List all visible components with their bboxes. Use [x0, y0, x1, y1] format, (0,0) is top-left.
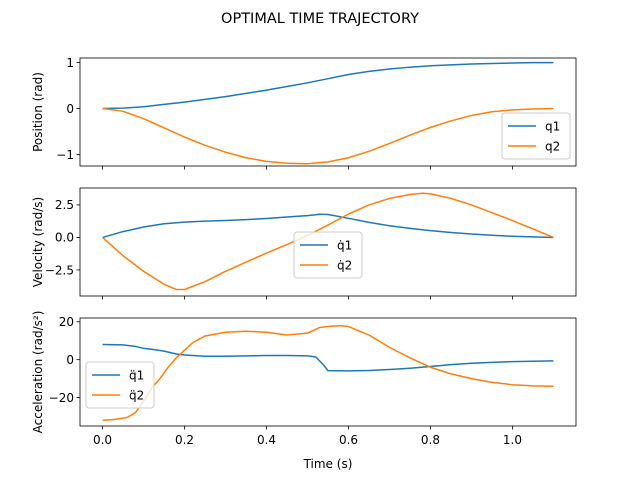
y-tick-label: 0.0 [55, 231, 74, 245]
series-line-q1 [102, 61, 554, 110]
x-tick-label: 0.0 [93, 433, 112, 447]
legend: q̈1q̈2 [85, 361, 155, 409]
y-tick-label: 20 [59, 315, 74, 329]
y-tick-label: 0 [66, 353, 74, 367]
legend-label-q2: q2 [545, 139, 560, 153]
legend-label-q2dot: q̇2 [337, 258, 352, 272]
series-line-q1dot [102, 213, 554, 239]
x-axis-label: Time (s) [303, 457, 353, 471]
series-line-q2 [102, 107, 554, 165]
legend-label-q1ddot: q̈1 [129, 368, 144, 382]
legend-frame [293, 231, 363, 279]
axes-frame-2 [79, 187, 577, 297]
x-tick-label: 0.6 [339, 433, 358, 447]
series-line-q2dot [102, 192, 554, 291]
x-tick-label: 0.4 [257, 433, 276, 447]
legend-frame [85, 361, 155, 409]
y-tick-label: −20 [49, 391, 74, 405]
x-tick-label: 1.0 [503, 433, 522, 447]
y-axis-label: Acceleration (rad/s²) [31, 311, 45, 434]
y-tick-label: 1 [66, 56, 74, 70]
y-axis-label: Velocity (rad/s) [31, 197, 45, 287]
y-tick-label: 0 [66, 102, 74, 116]
legend-label-q1: q1 [545, 119, 560, 133]
y-axis-label: Position (rad) [31, 72, 45, 152]
subplot-3: 20 0 −20 0.0 0.2 0.4 0.6 0.8 1.0 Acceleration (ra… [31, 311, 577, 447]
axes-frame-3 [79, 317, 577, 427]
x-tick-label: 0.2 [175, 433, 194, 447]
x-tick-label: 0.8 [421, 433, 440, 447]
figure-title: OPTIMAL TIME TRAJECTORY [221, 11, 419, 27]
legend: q̇1q̇2 [293, 231, 363, 279]
y-tick-label: −1 [56, 148, 74, 162]
axes-frame-1 [79, 57, 577, 167]
legend-frame [501, 112, 571, 160]
legend-label-q1dot: q̇1 [337, 238, 352, 252]
legend-label-q2ddot: q̈2 [129, 388, 144, 402]
series-line-q1ddot [102, 343, 554, 372]
y-tick-label: 2.5 [55, 198, 74, 212]
y-tick-label: −2.5 [45, 263, 74, 277]
